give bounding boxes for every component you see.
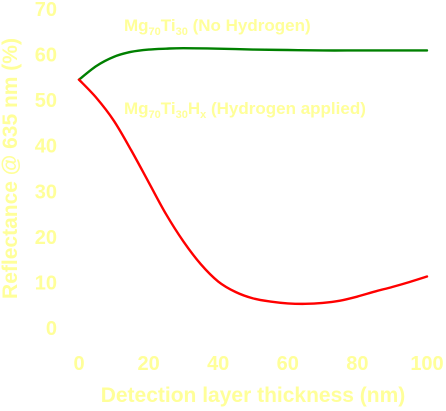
x-axis-title: Detection layer thickness (nm)	[101, 384, 406, 407]
y-tick-label: 40	[35, 136, 57, 158]
series-label-subscript: 70	[149, 26, 161, 38]
y-tick-label: 70	[35, 0, 57, 21]
series-label-text: Mg	[124, 16, 149, 35]
series-label-hydrogen-applied: Mg70Ti30Hx (Hydrogen applied)	[124, 99, 366, 121]
y-tick-label: 50	[35, 90, 57, 112]
x-tick-label: 0	[73, 353, 84, 375]
series-label-subscript: 30	[176, 109, 188, 121]
series-label-no-hydrogen: Mg70Ti30 (No Hydrogen)	[124, 16, 311, 38]
x-tick-label: 20	[137, 353, 159, 375]
series-label-subscript: 30	[176, 26, 188, 38]
series-label-text: Mg	[124, 99, 149, 118]
series-line-hydrogen-applied	[77, 78, 429, 306]
series-label-text: H	[188, 99, 200, 118]
x-tick-label: 40	[207, 353, 229, 375]
series-label-text: (Hydrogen applied)	[206, 99, 366, 118]
series-label-text: Ti	[161, 99, 176, 118]
series-label-text: (No Hydrogen)	[188, 16, 311, 35]
x-tick-label: 60	[277, 353, 299, 375]
y-tick-label: 60	[35, 45, 57, 67]
y-tick-label: 10	[35, 272, 57, 294]
y-tick-label: 20	[35, 227, 57, 249]
series-label-subscript: 70	[149, 109, 161, 121]
y-tick-label: 0	[46, 318, 57, 340]
y-tick-label: 30	[35, 181, 57, 203]
series-label-subscript: x	[200, 109, 207, 121]
x-tick-label: 100	[410, 353, 443, 375]
y-axis-title: Reflectance @ 635 nm (%)	[0, 38, 22, 299]
series-label-text: Ti	[161, 16, 176, 35]
x-tick-label: 80	[346, 353, 368, 375]
series-line-no-hydrogen	[77, 46, 429, 81]
